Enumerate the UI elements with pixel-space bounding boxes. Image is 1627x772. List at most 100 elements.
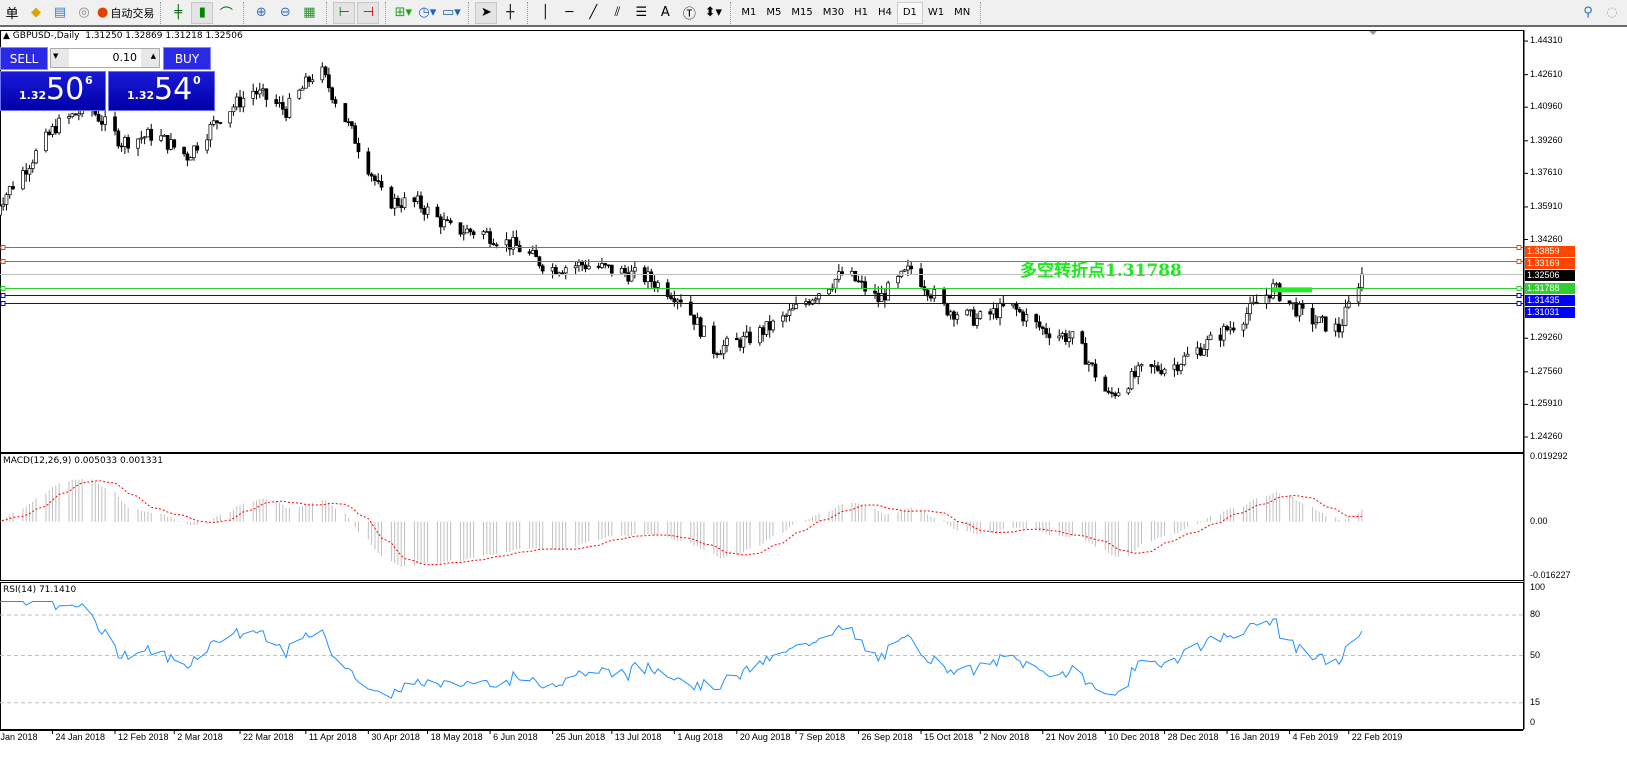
date-tick-label: 1 Aug 2018 <box>677 732 723 742</box>
candle <box>1294 302 1298 317</box>
candle <box>530 250 535 254</box>
sell-price[interactable]: 1.32 50 6 <box>0 71 106 111</box>
arrows-icon[interactable]: ⬍▾ <box>704 5 723 20</box>
separator <box>326 1 328 24</box>
timeframe-d1[interactable]: D1 <box>896 1 923 24</box>
candle <box>942 289 946 305</box>
candle <box>1300 303 1305 309</box>
crosshair-icon[interactable]: ┼ <box>506 5 515 20</box>
fibonacci-icon[interactable]: ☰ <box>635 5 648 20</box>
candle <box>369 173 374 177</box>
chat-icon[interactable]: ◌ <box>1606 5 1618 20</box>
candle <box>47 131 52 135</box>
line-handle <box>0 301 6 306</box>
candle <box>540 265 545 272</box>
price-level-tag: 1.33169 <box>1525 257 1575 269</box>
candle <box>1340 325 1345 333</box>
rsi-tick-label: 0 <box>1530 717 1536 727</box>
candle <box>481 231 486 235</box>
timeframe-m15[interactable]: M15 <box>791 7 813 18</box>
candlestick-icon[interactable]: ▮ <box>191 1 214 24</box>
new-chart-icon[interactable]: ⊞▾ <box>394 5 413 20</box>
bar-chart-icon[interactable]: ╪ <box>174 5 183 20</box>
lot-size-value[interactable]: 0.10 <box>69 49 141 67</box>
timeframe-m5[interactable]: M5 <box>766 7 782 18</box>
date-tick-label: 24 Jan 2018 <box>55 732 106 742</box>
line-handle <box>1516 259 1522 264</box>
trendline-icon[interactable]: ╱ <box>589 5 598 20</box>
candle <box>422 207 427 215</box>
candle <box>741 335 746 348</box>
ask-big-digits: 54 <box>154 72 193 107</box>
timeframe-h1[interactable]: H1 <box>854 7 868 18</box>
price-tick-label: 1.39260 <box>1530 134 1563 145</box>
candle <box>1011 303 1016 307</box>
autoscroll-icon[interactable]: ⊣ <box>357 1 380 24</box>
history-clock-icon[interactable]: ◷▾ <box>418 5 437 20</box>
lot-decrease-icon[interactable]: ▼ <box>53 52 59 60</box>
candle <box>297 89 302 99</box>
timeframe-mn[interactable]: MN <box>954 7 971 18</box>
macd-tick-label: 0.00 <box>1530 515 1548 526</box>
date-tick-label: 6 Jun 2018 <box>493 732 538 742</box>
candle <box>952 311 956 320</box>
sell-button[interactable]: SELL <box>0 47 48 70</box>
candle <box>7 186 12 196</box>
pivot-annotation[interactable]: 多空转折点1.31788 <box>1020 261 1182 281</box>
candle <box>195 145 200 151</box>
menu-fragment[interactable]: 单 <box>5 7 19 22</box>
fibonacci-fan-icon[interactable]: ⫽ <box>614 5 621 20</box>
price-level-tag: 1.31031 <box>1525 306 1575 318</box>
candle <box>688 301 693 316</box>
candle <box>1360 273 1364 289</box>
vertical-line-icon[interactable]: │ <box>541 5 550 20</box>
candle <box>146 129 150 138</box>
tile-windows-icon[interactable]: ▦ <box>303 5 316 20</box>
candle <box>876 292 881 302</box>
signal-icon[interactable]: ◎ <box>78 5 90 20</box>
auto-trading-button[interactable]: ● 自动交易 <box>97 2 154 24</box>
chart-shift-icon[interactable]: ⊢ <box>333 1 356 24</box>
candle <box>277 102 282 104</box>
timeframe-m30[interactable]: M30 <box>822 7 845 18</box>
candle <box>863 281 867 292</box>
lot-increase-icon[interactable]: ▲ <box>150 52 156 60</box>
templates-icon[interactable]: ▭▾ <box>441 5 461 20</box>
candle <box>929 295 933 299</box>
candle <box>1343 306 1348 326</box>
price-level-tag: 1.33859 <box>1525 245 1575 257</box>
date-tick-label: 2 Mar 2018 <box>177 732 223 742</box>
lot-size-field[interactable]: ▼ 0.10 ▲ <box>50 48 160 68</box>
buy-button[interactable]: BUY <box>163 47 211 70</box>
navigator-icon[interactable]: ▤ <box>53 5 67 20</box>
candle <box>448 220 453 224</box>
candle <box>965 309 969 316</box>
text-label-icon[interactable]: Ⓣ <box>682 7 696 22</box>
timeframe-h4[interactable]: H4 <box>877 7 892 18</box>
candle <box>1287 300 1292 304</box>
candle <box>1208 334 1213 341</box>
date-tick-label: 7 Sep 2018 <box>799 732 846 742</box>
zoom-in-icon[interactable]: ⊕ <box>255 5 267 20</box>
candle <box>1106 390 1111 393</box>
gold-bar-icon[interactable]: ◆ <box>31 5 41 20</box>
text-icon[interactable]: A <box>660 5 670 20</box>
search-icon[interactable]: ⚲ <box>1583 5 1593 20</box>
ask-prefix: 1.32 <box>127 89 155 102</box>
timeframe-w1[interactable]: W1 <box>927 7 945 18</box>
line-chart-icon[interactable]: ⌒ <box>219 7 233 22</box>
candle <box>718 353 723 356</box>
candle <box>629 270 634 282</box>
zoom-out-icon[interactable]: ⊖ <box>279 5 291 20</box>
candle <box>1080 331 1085 344</box>
buy-price[interactable]: 1.32 54 0 <box>108 71 215 111</box>
timeframe-m1[interactable]: M1 <box>741 7 757 18</box>
candle <box>251 90 256 99</box>
candle <box>356 143 361 153</box>
candle <box>721 344 726 355</box>
cursor-icon[interactable]: ➤ <box>475 1 498 24</box>
candle <box>1244 313 1249 325</box>
candle <box>902 269 907 272</box>
horizontal-line-icon[interactable]: ─ <box>565 5 574 20</box>
